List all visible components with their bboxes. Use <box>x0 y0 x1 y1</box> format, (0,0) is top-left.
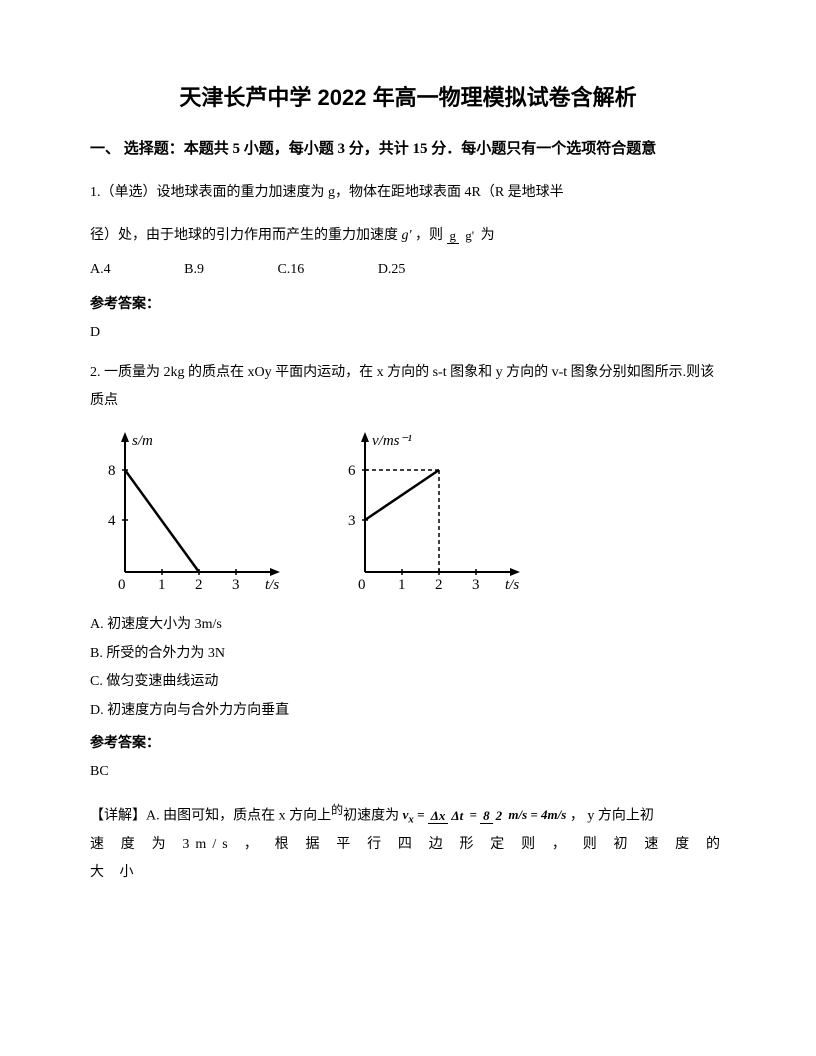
q2-option-b: B. 所受的合外力为 3N <box>90 641 726 668</box>
chart1-xtick-1: 1 <box>158 577 166 593</box>
question-2: 2. 一质量为 2kg 的质点在 xOy 平面内运动，在 x 方向的 s-t 图… <box>90 359 726 415</box>
q2-options: A. 初速度大小为 3m/s B. 所受的合外力为 3N C. 做匀变速曲线运动… <box>90 612 726 724</box>
chart1-ytick-8: 8 <box>108 463 116 479</box>
chart2-xlabel: t/s <box>505 577 519 593</box>
q1-frac-den: g' <box>462 228 477 243</box>
chart1-xtick-3: 3 <box>232 577 240 593</box>
q2-detail-post: ， y 方向上初 <box>570 809 654 824</box>
chart2-ytick-3: 3 <box>348 513 356 529</box>
chart1-xtick-2: 2 <box>195 577 203 593</box>
q1-line2-mid: ，则 <box>415 228 443 243</box>
q2-answer: BC <box>90 764 726 780</box>
chart-vt: v/ms⁻¹ t/s 6 3 0 1 2 3 <box>330 427 530 602</box>
q2-detail-pre: 【详解】A. 由图可知，质点在 x 方向上 <box>90 809 331 824</box>
chart1-origin: 0 <box>118 577 126 593</box>
q2-detail-de: 的 <box>331 803 343 817</box>
q1-option-c: C.16 <box>277 262 304 278</box>
q1-option-d: D.25 <box>378 262 406 278</box>
q1-answer-label: 参考答案： <box>90 293 726 313</box>
chart2-xtick-2: 2 <box>435 577 443 593</box>
q2-option-c: C. 做匀变速曲线运动 <box>90 669 726 696</box>
chart1-ylabel: s/m <box>132 433 153 449</box>
q2-detail-line2: 速 度 为 3m/s ， 根 据 平 行 四 边 形 定 则 ， 则 初 速 度… <box>90 831 726 887</box>
q1-options: A.4 B.9 C.16 D.25 <box>90 262 726 278</box>
chart2-ylabel: v/ms⁻¹ <box>372 433 412 449</box>
q2-answer-label: 参考答案： <box>90 732 726 752</box>
q1-option-b: B.9 <box>184 262 204 278</box>
q2-detail-mid: 初速度为 <box>343 809 399 824</box>
q2-formula: vx = ΔxΔt = 82 m/s = 4m/s <box>403 802 567 831</box>
page-title: 天津长芦中学 2022 年高一物理模拟试卷含解析 <box>90 80 726 112</box>
q2-option-d: D. 初速度方向与合外力方向垂直 <box>90 698 726 725</box>
q1-answer: D <box>90 325 726 341</box>
q1-line2: 径）处，由于地球的引力作用而产生的重力加速度 g' ，则 g g' 为 <box>90 222 726 250</box>
q2-option-a: A. 初速度大小为 3m/s <box>90 612 726 639</box>
chart1-ytick-4: 4 <box>108 513 116 529</box>
q2-detail: 【详解】A. 由图可知，质点在 x 方向上的初速度为 vx = ΔxΔt = 8… <box>90 798 726 831</box>
q1-line2-pre: 径）处，由于地球的引力作用而产生的重力加速度 <box>90 228 398 243</box>
chart-st-svg: s/m t/s 8 4 0 1 2 3 <box>90 427 290 597</box>
q1-line2-post: 为 <box>481 228 495 243</box>
chart1-xlabel: t/s <box>265 577 279 593</box>
chart2-xtick-3: 3 <box>472 577 480 593</box>
chart-st: s/m t/s 8 4 0 1 2 3 <box>90 427 290 602</box>
chart2-origin: 0 <box>358 577 366 593</box>
q1-option-a: A.4 <box>90 262 111 278</box>
q1-gprime: g' <box>402 228 412 243</box>
chart2-ytick-6: 6 <box>348 463 356 479</box>
q1-fraction: g g' <box>447 229 478 243</box>
q1-line1: 1.（单选）设地球表面的重力加速度为 g，物体在距地球表面 4R（R 是地球半 <box>90 179 726 207</box>
charts-container: s/m t/s 8 4 0 1 2 3 <box>90 427 726 602</box>
question-1: 1.（单选）设地球表面的重力加速度为 g，物体在距地球表面 4R（R 是地球半 … <box>90 179 726 250</box>
section-1-header: 一、 选择题：本题共 5 小题，每小题 3 分，共计 15 分．每小题只有一个选… <box>90 137 726 161</box>
chart-vt-svg: v/ms⁻¹ t/s 6 3 0 1 2 3 <box>330 427 530 597</box>
chart2-xtick-1: 1 <box>398 577 406 593</box>
q1-frac-num: g <box>447 228 460 244</box>
